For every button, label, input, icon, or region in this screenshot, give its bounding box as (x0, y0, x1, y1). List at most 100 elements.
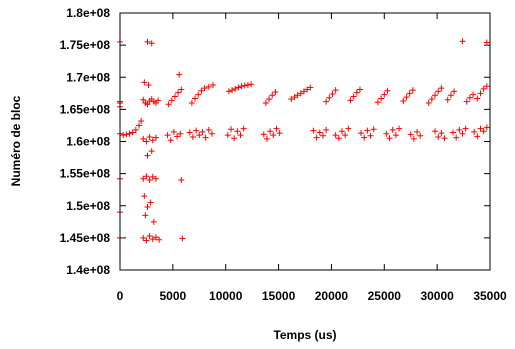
data-point (291, 94, 298, 101)
y-tick-label: 1.55e+08 (60, 167, 111, 181)
data-point (202, 134, 209, 141)
data-point (414, 128, 421, 135)
data-point (150, 218, 157, 225)
data-point (323, 98, 330, 105)
data-point (144, 38, 151, 45)
data-point (273, 125, 280, 132)
data-point (208, 130, 215, 137)
data-point (178, 86, 185, 93)
data-point (435, 88, 442, 95)
x-tick-label: 30000 (420, 289, 454, 303)
y-tick-label: 1.65e+08 (60, 102, 111, 116)
data-point (141, 193, 148, 200)
data-point (316, 129, 323, 136)
data-point (389, 126, 396, 133)
data-point (147, 199, 154, 206)
data-point (189, 134, 196, 141)
data-point (235, 84, 242, 91)
data-point (323, 126, 330, 133)
data-point (248, 81, 255, 88)
data-point (129, 129, 136, 136)
data-point (229, 87, 236, 94)
data-point (152, 234, 159, 241)
data-point (146, 134, 153, 141)
data-point (149, 236, 156, 243)
axis-ticks (119, 12, 491, 271)
data-point (463, 98, 470, 105)
data-point (201, 85, 208, 92)
data-point (406, 90, 413, 97)
data-point (425, 99, 432, 106)
data-point (428, 96, 435, 103)
data-point (225, 88, 232, 95)
data-point (297, 90, 304, 97)
data-point (444, 96, 451, 103)
data-point (383, 130, 390, 137)
plot-frame (119, 12, 491, 271)
data-point (171, 93, 178, 100)
data-point (417, 132, 424, 139)
y-tick-labels: 1.4e+08 1.45e+08 1.5e+08 1.55e+08 1.6e+08 1.6… (60, 6, 111, 277)
data-point (240, 125, 247, 132)
data-point (409, 87, 416, 94)
data-point (136, 122, 143, 129)
data-point (456, 126, 463, 133)
data-point (432, 92, 439, 99)
data-point (262, 99, 269, 106)
data-point (167, 137, 174, 144)
data-point (438, 85, 445, 92)
data-point (470, 91, 477, 98)
data-point (483, 39, 490, 46)
data-point (143, 173, 150, 180)
data-point (193, 127, 200, 134)
data-point (313, 134, 320, 141)
data-point (198, 87, 205, 94)
data-point (192, 95, 199, 102)
data-point (361, 134, 368, 141)
data-point (195, 91, 202, 98)
data-point (196, 132, 203, 139)
y-tick-label: 1.4e+08 (66, 263, 110, 277)
data-point (459, 38, 466, 45)
data-point (156, 236, 163, 243)
data-point (345, 125, 352, 132)
data-points (117, 38, 490, 244)
data-point (179, 235, 186, 242)
x-tick-label: 20000 (315, 289, 349, 303)
data-point (453, 134, 460, 141)
data-point (432, 128, 439, 135)
y-tick-label: 1.75e+08 (60, 38, 111, 52)
x-tick-label: 25000 (368, 289, 402, 303)
data-point (370, 126, 377, 133)
data-point (149, 173, 156, 180)
data-point (407, 131, 414, 138)
data-point (123, 131, 130, 138)
data-point (143, 237, 150, 244)
data-point (177, 130, 184, 137)
data-point (205, 126, 212, 133)
data-point (231, 135, 238, 142)
data-point (186, 129, 193, 136)
data-point (178, 177, 185, 184)
data-point (234, 128, 241, 135)
x-tick-label: 10000 (209, 289, 243, 303)
data-point (384, 87, 391, 94)
data-point (480, 85, 487, 92)
data-point (356, 86, 363, 93)
y-tick-label: 1.6e+08 (66, 135, 110, 149)
data-point (144, 152, 151, 159)
data-point (307, 84, 314, 91)
data-point (149, 137, 156, 144)
data-point (392, 132, 399, 139)
x-tick-labels: 0 5000 10000 15000 20000 25000 30000 35000 (117, 289, 507, 303)
data-point (483, 83, 490, 90)
y-axis-title: Numéro de bloc (9, 95, 23, 186)
x-axis-title: Temps (us) (273, 328, 336, 342)
x-tick-label: 35000 (473, 289, 507, 303)
data-point (132, 126, 139, 133)
y-tick-label: 1.7e+08 (66, 70, 110, 84)
data-point (266, 96, 273, 103)
data-point (148, 40, 155, 47)
data-point (276, 130, 283, 137)
data-point (450, 129, 456, 136)
